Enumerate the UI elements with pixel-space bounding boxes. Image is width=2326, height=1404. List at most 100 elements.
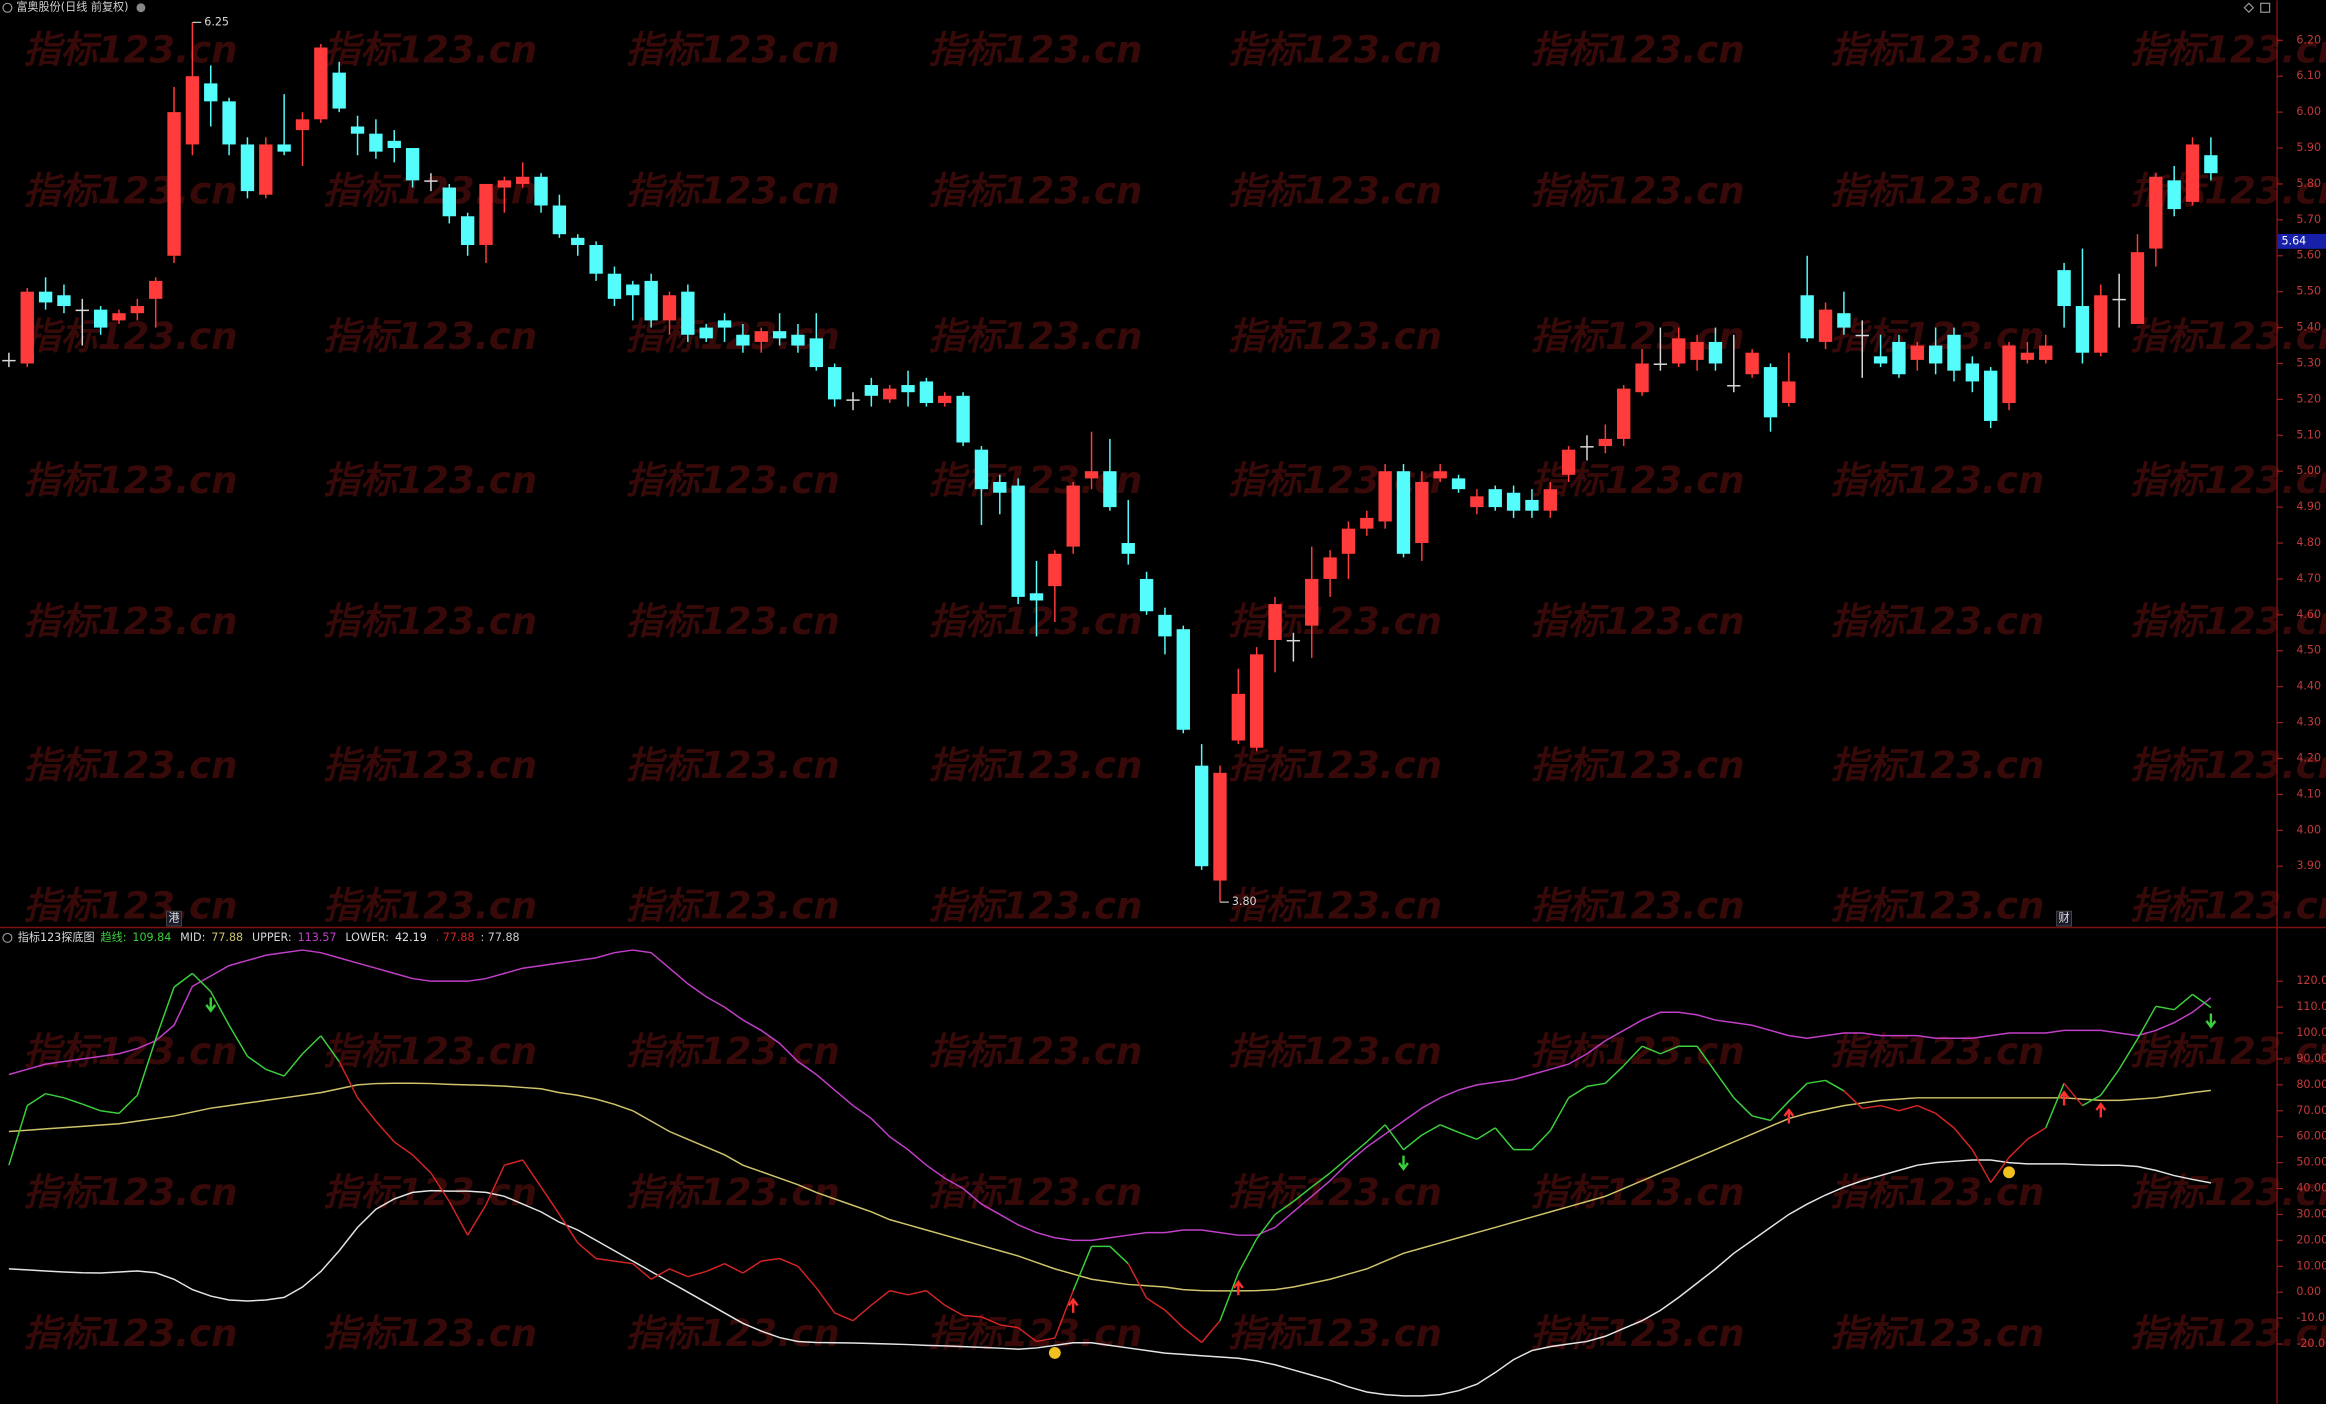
- trend-segment: [1237, 1238, 1258, 1274]
- candle-body: [479, 183, 493, 245]
- y-tick-label: 110.0: [2296, 1000, 2326, 1013]
- trend-segment: [870, 1290, 891, 1306]
- watermark: 指标123.cn: [1830, 29, 2044, 72]
- watermark: 指标123.cn: [2130, 315, 2326, 358]
- candle-body: [699, 327, 713, 339]
- trend-segment: [1127, 1263, 1148, 1299]
- candle-body: [791, 334, 805, 346]
- candle-body: [460, 216, 475, 245]
- candle-body: [1488, 489, 1502, 508]
- watermark: 指标123.cn: [1830, 459, 2044, 502]
- watermark: 指标123.cn: [24, 600, 238, 643]
- trend-segment: [228, 1024, 249, 1057]
- trend-segment: [797, 1265, 817, 1289]
- candle-body: [1965, 363, 1980, 382]
- toggle-icon[interactable]: [2243, 2, 2255, 14]
- indicator-menu-icon[interactable]: [2, 932, 13, 943]
- watermark: 指标123.cn: [626, 885, 840, 928]
- y-tick-label: 120.0: [2296, 974, 2326, 987]
- menu-icon[interactable]: [2, 2, 13, 13]
- candle-body: [93, 309, 108, 328]
- trend-segment: [1146, 1297, 1166, 1311]
- candle-body: [772, 331, 787, 339]
- trend-segment: [1769, 1100, 1790, 1121]
- candle-body: [295, 119, 310, 131]
- sell-signal: [205, 997, 217, 1013]
- legend-extra: : 77.88: [481, 931, 520, 944]
- candle-body: [938, 395, 952, 403]
- trend-segment: [2082, 1094, 2102, 1107]
- candle-body: [1286, 639, 1301, 642]
- watermark: 指标123.cn: [1830, 170, 2044, 213]
- candle-body: [2185, 144, 2200, 202]
- window-icon[interactable]: [2260, 2, 2271, 13]
- y-tick-label: 40.00: [2296, 1182, 2326, 1195]
- trend-segment: [1586, 1082, 1606, 1088]
- y-tick-label: 10.00: [2296, 1259, 2326, 1272]
- candle-body: [589, 244, 603, 274]
- watermark: 指标123.cn: [1228, 1030, 1442, 1073]
- y-tick-label: 30.00: [2296, 1207, 2326, 1220]
- watermark: 指标123.cn: [1531, 170, 1745, 213]
- dropdown-icon[interactable]: [136, 3, 146, 13]
- trend-segment: [1311, 1172, 1331, 1188]
- trend-segment: [1916, 1104, 1936, 1115]
- candle-body: [736, 334, 750, 346]
- watermark: 指标123.cn: [1830, 885, 2044, 928]
- last-price-box: [2277, 233, 2326, 249]
- watermark: 指标123.cn: [626, 315, 840, 358]
- candle-body: [1176, 629, 1190, 730]
- candle-body: [1158, 614, 1172, 637]
- y-tick-label: 5.10: [2296, 428, 2321, 441]
- candle-body: [846, 399, 860, 401]
- trend-segment: [100, 1110, 120, 1115]
- trend-segment: [1439, 1124, 1459, 1133]
- candle-body: [1433, 471, 1447, 479]
- indicator-line: [8, 949, 2212, 1242]
- y-tick-label: 60.00: [2296, 1130, 2326, 1143]
- y-tick-label: -10.00: [2296, 1311, 2326, 1324]
- trend-segment: [1880, 1104, 1900, 1112]
- candle-body: [2002, 345, 2016, 403]
- trend-segment: [2118, 1038, 2139, 1070]
- watermark: 指标123.cn: [928, 600, 1142, 643]
- trend-segment: [265, 1068, 285, 1077]
- candle-body: [1378, 471, 1392, 522]
- trend-segment: [1862, 1104, 1881, 1110]
- legend-value: 77.88: [211, 931, 243, 944]
- last-price-label: 5.64: [2281, 234, 2306, 247]
- watermark: 指标123.cn: [323, 315, 537, 358]
- trend-segment: [1292, 1186, 1313, 1203]
- y-tick-label: 6.10: [2296, 69, 2321, 82]
- y-tick-label: 4.90: [2296, 500, 2321, 513]
- trend-segment: [1990, 1156, 2010, 1184]
- trend-segment: [393, 1141, 414, 1156]
- y-tick-label: 4.80: [2296, 536, 2321, 549]
- watermark: 指标123.cn: [24, 1312, 238, 1355]
- watermark: 指标123.cn: [928, 1171, 1142, 1214]
- trend-segment: [1751, 1115, 1771, 1122]
- buy-signal: [1232, 1279, 1244, 1296]
- trend-segment: [2008, 1138, 2028, 1158]
- candle-body: [1121, 543, 1135, 554]
- candle-body: [1470, 496, 1484, 508]
- watermark: 指标123.cn: [323, 1030, 537, 1073]
- candle-body: [1672, 338, 1686, 364]
- y-tick-label: 4.20: [2296, 751, 2321, 764]
- y-tick-label: 4.30: [2296, 716, 2321, 729]
- candle-body: [2149, 176, 2163, 249]
- candle-body: [167, 112, 181, 256]
- candle-body: [1855, 334, 1869, 337]
- candle-body: [2057, 270, 2071, 307]
- candle-body: [204, 83, 218, 102]
- event-marker: 港: [168, 912, 179, 925]
- candle-body: [2112, 298, 2126, 301]
- candle-body: [1617, 388, 1631, 439]
- trend-segment: [2136, 1005, 2157, 1040]
- y-tick-label: 4.50: [2296, 644, 2321, 657]
- candle-body: [1984, 370, 1998, 421]
- trend-segment: [889, 1289, 909, 1296]
- watermark: 指标123.cn: [323, 885, 537, 928]
- trend-segment: [26, 1093, 47, 1107]
